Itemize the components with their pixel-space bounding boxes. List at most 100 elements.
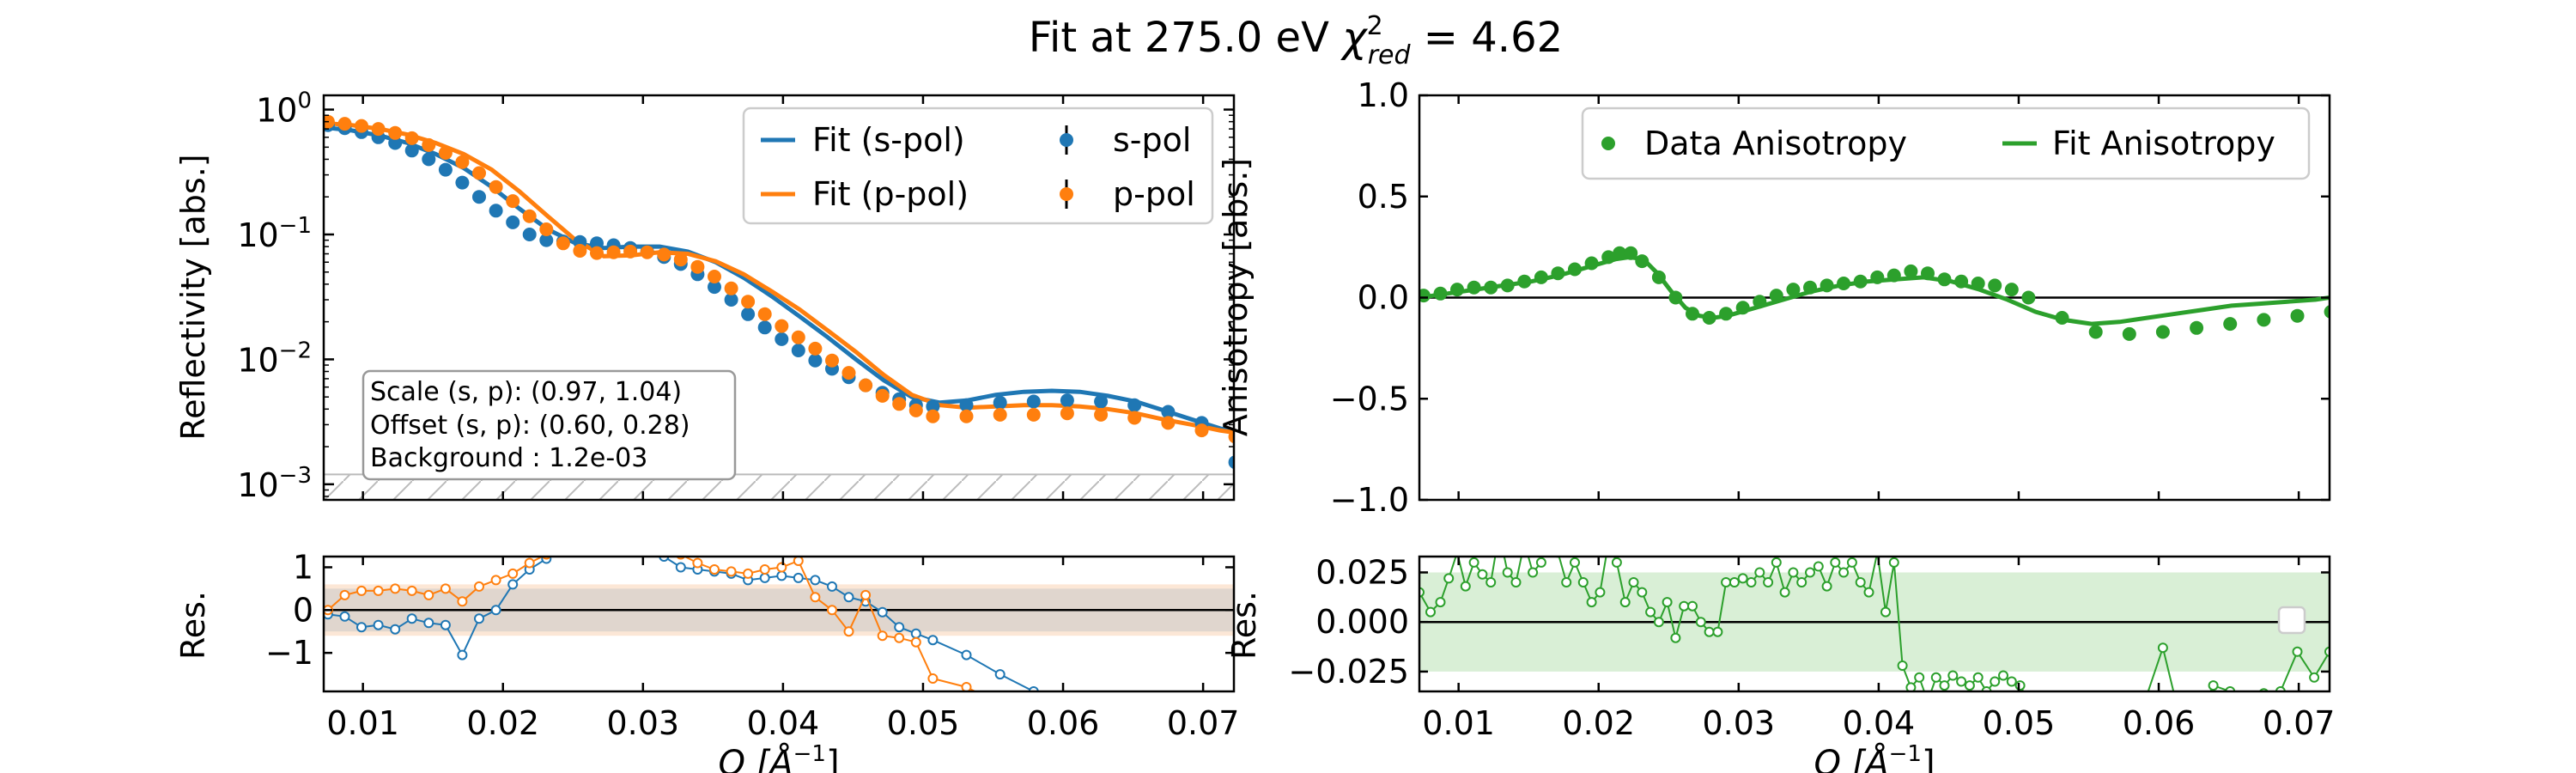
- anisotropy-frame: [1418, 94, 2331, 502]
- data-anisotropy-point: [1651, 270, 1666, 284]
- anisotropy-residual-point: [2142, 693, 2150, 702]
- anisotropy-residual-point: [1888, 557, 1899, 568]
- data-point-p-pol: [775, 319, 789, 333]
- anisotropy-residual-point: [1712, 626, 1723, 637]
- anisotropy-residual-point: [2075, 717, 2083, 726]
- annotation-box: [361, 369, 737, 481]
- data-anisotropy-point: [1803, 280, 1817, 295]
- fit-parameters-box: Scale (s, p): (0.97, 1.04) Offset (s, p)…: [361, 369, 737, 481]
- residual-point-p-pol: [406, 585, 417, 596]
- data-point-p-pol: [640, 245, 654, 259]
- residual-point-s-pol: [575, 538, 584, 546]
- residual-point-p-pol: [692, 557, 703, 569]
- data-point-p-pol: [422, 137, 436, 152]
- residual-point-p-pol: [356, 585, 367, 596]
- data-anisotropy-point: [2290, 308, 2305, 323]
- data-anisotropy-point: [1735, 301, 1750, 315]
- data-anisotropy-point: [2021, 290, 2036, 305]
- anisotropy-residual-point: [1838, 567, 1850, 578]
- x-tick-label: 0.04: [747, 704, 820, 742]
- y-tick-label: 100: [256, 88, 312, 130]
- data-point-p-pol: [959, 409, 974, 423]
- anisotropy-residual-point: [1728, 577, 1740, 587]
- data-point-p-pol: [1228, 429, 1234, 444]
- residual-point-p-pol: [339, 589, 350, 600]
- residual-point-p-pol: [843, 626, 854, 637]
- anisotropy-residual-point: [1721, 577, 1732, 587]
- anisotropy-residuals-frame: [1418, 555, 2331, 693]
- data-anisotropy-point: [1534, 270, 1548, 284]
- data-anisotropy-point: [1719, 307, 1734, 321]
- anisotropy-residual-point: [1460, 581, 1471, 592]
- data-point-s-pol: [993, 395, 1007, 410]
- data-point-p-pol: [1194, 423, 1209, 438]
- anisotropy-residual-point: [1905, 682, 1917, 691]
- anisotropy-residual-point: [1695, 617, 1706, 628]
- y-tick-label: 10−2: [237, 338, 312, 379]
- residual-point-p-pol: [877, 630, 888, 642]
- anisotropy-residual-point: [1704, 626, 1715, 637]
- data-point-p-pol: [1161, 416, 1176, 430]
- data-point-p-pol: [708, 270, 721, 283]
- data-point-s-pol: [741, 307, 756, 321]
- residual-point-s-pol: [457, 649, 468, 660]
- data-point-p-pol: [859, 378, 873, 393]
- reflectivity-panel: 10−3 10−2 10−1 100 Reflectivity [abs.] Fit …: [174, 88, 1236, 504]
- legend-label-fit-anisotropy: Fit Anisotropy: [2052, 125, 2275, 162]
- data-anisotropy-point: [1686, 307, 1699, 321]
- anisotropy-residual-y-ticks: −0.025 0.000 0.025: [1288, 553, 2330, 691]
- y-tick-label: 0.025: [1315, 553, 1409, 591]
- data-point-s-pol: [388, 136, 403, 150]
- anisotropy-residual-x-ticks: 0.01 0.02 0.03 0.04 0.05 0.06 0.07: [1422, 557, 2335, 742]
- x-tick-label: 0.07: [2263, 704, 2336, 742]
- data-point-s-pol: [775, 332, 789, 346]
- data-point-p-pol: [791, 330, 805, 344]
- anisotropy-residual-point: [1679, 600, 1690, 612]
- anisotropy-residual-point: [2243, 697, 2251, 706]
- residual-y-ticks: −1 0 1: [265, 548, 1234, 672]
- legend-label-fit-p: Fit (p-pol): [812, 175, 969, 213]
- data-point-p-pol: [438, 146, 453, 160]
- data-anisotropy-point: [1769, 289, 1783, 303]
- data-anisotropy-point: [2190, 320, 2204, 335]
- data-point-p-pol: [606, 245, 621, 259]
- data-point-p-pol: [825, 353, 839, 368]
- anisotropy-residual-point: [2292, 646, 2303, 657]
- data-point-s-pol: [455, 175, 470, 190]
- anisotropy-residual-point: [1570, 557, 1580, 568]
- residual-point-s-pol: [559, 544, 568, 552]
- data-point-p-pol: [506, 194, 520, 209]
- fit-line-p: [324, 120, 1234, 435]
- residuals-frame: [322, 555, 1236, 693]
- anisotropy-residual-point: [1788, 567, 1799, 578]
- residual-point-s-pol: [961, 649, 972, 660]
- data-point-s-pol: [1094, 394, 1109, 409]
- anisotropy-residual-point: [1771, 557, 1782, 568]
- data-anisotropy-point: [1568, 262, 1582, 277]
- x-tick-label: 0.02: [1562, 704, 1635, 742]
- y-tick-label: 0: [293, 591, 313, 629]
- data-point-p-pol: [993, 407, 1007, 422]
- residual-point-s-pol: [610, 529, 618, 538]
- data-point-p-pol: [371, 122, 386, 137]
- reflectivity-residuals-panel: −1 0 1 0.01 0.02 0.03 0.04 0.05 0.06 0.07 Res. Q…: [174, 529, 1239, 773]
- y-tick-label: 0.000: [1315, 603, 1409, 641]
- anisotropy-residual-point: [1561, 577, 1572, 587]
- data-anisotropy-point: [1467, 280, 1481, 295]
- residual-x-ticks: 0.01 0.02 0.03 0.04 0.05 0.06 0.07: [326, 557, 1239, 742]
- data-point-p-pol: [324, 114, 335, 129]
- anisotropy-residual-point: [1821, 581, 1832, 592]
- residual-point-s-pol: [1130, 713, 1139, 721]
- data-point-p-pol: [808, 341, 823, 356]
- data-anisotropy-point: [2324, 305, 2330, 319]
- data-point-p-pol: [472, 166, 486, 180]
- anisotropy-x-ticks: [1457, 95, 2300, 500]
- data-point-p-pol: [892, 397, 907, 411]
- residual-point-s-pol: [339, 611, 350, 622]
- x-tick-label: 0.05: [887, 704, 960, 742]
- data-point-p-pol: [724, 281, 738, 295]
- data-point-p-pol: [489, 180, 503, 194]
- anisotropy-residual-point: [1863, 587, 1874, 598]
- anisotropy-residuals-xlabel: Q [Å−1]: [1814, 741, 1935, 773]
